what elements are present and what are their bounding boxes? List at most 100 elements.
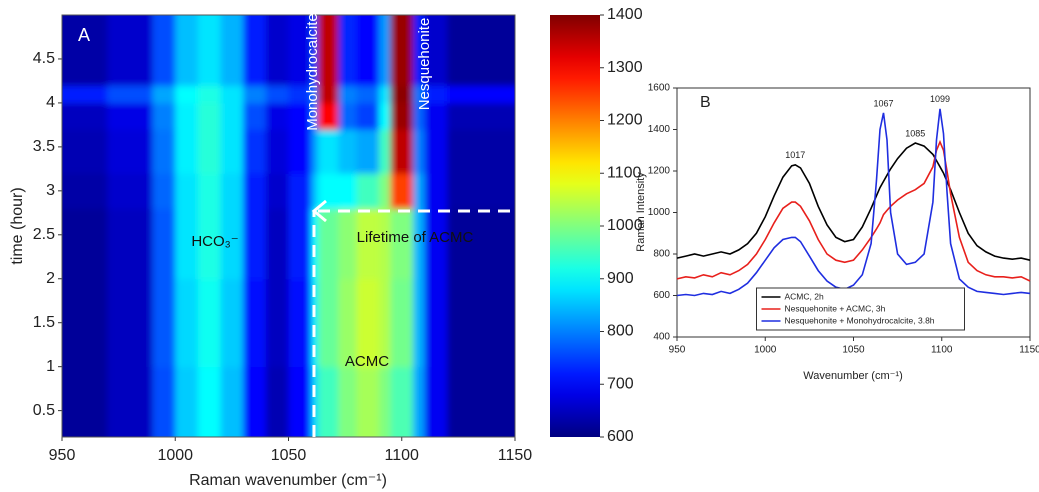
- heat-cell: [107, 208, 154, 280]
- arrow-head: [311, 199, 327, 223]
- heat-cell: [311, 15, 319, 86]
- colorbar-tick-label: 1200: [607, 112, 643, 129]
- heat-cell: [356, 366, 380, 437]
- heat-cell: [447, 85, 515, 104]
- heat-cell: [317, 85, 339, 104]
- heat-cell: [62, 102, 108, 130]
- heat-cell: [311, 366, 319, 437]
- heat-cell: [288, 208, 312, 280]
- heat-cell: [338, 173, 357, 209]
- heat-cell: [288, 278, 312, 368]
- heat-cell: [317, 278, 339, 368]
- x-axis-title: Wavenumber (cm⁻¹): [803, 370, 903, 382]
- heat-cell: [288, 85, 312, 104]
- heat-cell: [152, 208, 176, 280]
- heat-cell: [317, 173, 339, 209]
- colorbar-tick-label: 1000: [607, 217, 643, 234]
- heat-cell: [220, 278, 244, 368]
- y-tick-label: 1600: [648, 83, 671, 94]
- peak-label: 1085: [905, 128, 925, 138]
- heat-cell: [107, 129, 154, 174]
- heat-cell: [152, 173, 176, 209]
- heat-cell: [390, 208, 414, 280]
- heat-cell: [62, 129, 108, 174]
- y-tick-label: 1400: [648, 124, 671, 135]
- heat-cell: [311, 102, 319, 130]
- heat-cell: [447, 208, 515, 280]
- y-tick-label: 800: [653, 249, 670, 260]
- heat-cell: [317, 366, 339, 437]
- heat-cell: [288, 15, 312, 86]
- heat-cell: [379, 278, 391, 368]
- panel-label: B: [700, 94, 711, 111]
- line-series: [676, 108, 1031, 297]
- heat-cell: [424, 173, 448, 209]
- heat-cell: [311, 208, 319, 280]
- heat-cell: [220, 85, 244, 104]
- heat-cell: [62, 85, 108, 104]
- heat-cell: [338, 278, 357, 368]
- heat-cell: [243, 15, 267, 86]
- heat-cell: [107, 278, 154, 368]
- colorbar-tick-label: 900: [607, 270, 634, 287]
- heat-cell: [265, 208, 289, 280]
- heat-cell: [390, 102, 414, 130]
- heat-cell: [265, 278, 289, 368]
- heat-cell: [338, 85, 357, 104]
- heatmap-area: [62, 15, 515, 437]
- colorbar-tick-label: 800: [607, 323, 634, 340]
- heat-cell: [220, 15, 244, 86]
- heat-cell: [243, 129, 267, 174]
- heat-cell: [243, 85, 267, 104]
- heat-cell: [390, 15, 414, 86]
- heat-cell: [390, 278, 414, 368]
- heat-cell: [317, 208, 339, 280]
- colorbar: [550, 15, 600, 437]
- heat-cell: [311, 129, 319, 174]
- heat-cell: [197, 278, 222, 368]
- heat-cell: [447, 278, 515, 368]
- heat-cell: [265, 173, 289, 209]
- heat-cell: [220, 102, 244, 130]
- heat-cell: [424, 129, 448, 174]
- heat-cell: [379, 366, 391, 437]
- lifetime-arrow: [311, 199, 515, 437]
- heat-cell: [317, 15, 339, 86]
- heat-cell: [243, 366, 267, 437]
- heat-cell: [390, 366, 414, 437]
- peak-label: 1017: [785, 150, 805, 160]
- heat-cell: [356, 129, 380, 174]
- heat-cell: [107, 15, 154, 86]
- heat-cell: [107, 85, 154, 104]
- y-tick-label: 4.5: [33, 50, 55, 67]
- y-tick-label: 1.5: [33, 314, 55, 331]
- heat-cell: [356, 278, 380, 368]
- heat-cell: [338, 15, 357, 86]
- x-tick-label: 1000: [157, 447, 193, 464]
- heat-cell: [413, 102, 425, 130]
- heat-cell: [447, 102, 515, 130]
- annotation: ACMC: [345, 353, 389, 370]
- y-tick-label: 1: [46, 358, 55, 375]
- heat-cell: [413, 173, 425, 209]
- heat-cell: [356, 85, 380, 104]
- annotation: Monohydrocalcite: [304, 13, 321, 131]
- heat-cell: [220, 366, 244, 437]
- plot-frame: [676, 87, 1031, 338]
- heat-cell: [62, 366, 108, 437]
- heat-cell: [447, 366, 515, 437]
- peak-label: 1099: [930, 94, 950, 104]
- heat-cell: [338, 129, 357, 174]
- heat-cell: [220, 129, 244, 174]
- heat-cell: [152, 278, 176, 368]
- heat-cell: [413, 85, 425, 104]
- heat-cell: [413, 15, 425, 86]
- y-axis-title: Raman Intensity: [635, 172, 647, 252]
- heat-cell: [243, 278, 267, 368]
- heat-cell: [243, 208, 267, 280]
- heat-cell: [175, 129, 199, 174]
- colorbar-tick-label: 1100: [607, 164, 642, 181]
- heat-cell: [424, 366, 448, 437]
- x-tick-label: 1150: [1019, 345, 1039, 356]
